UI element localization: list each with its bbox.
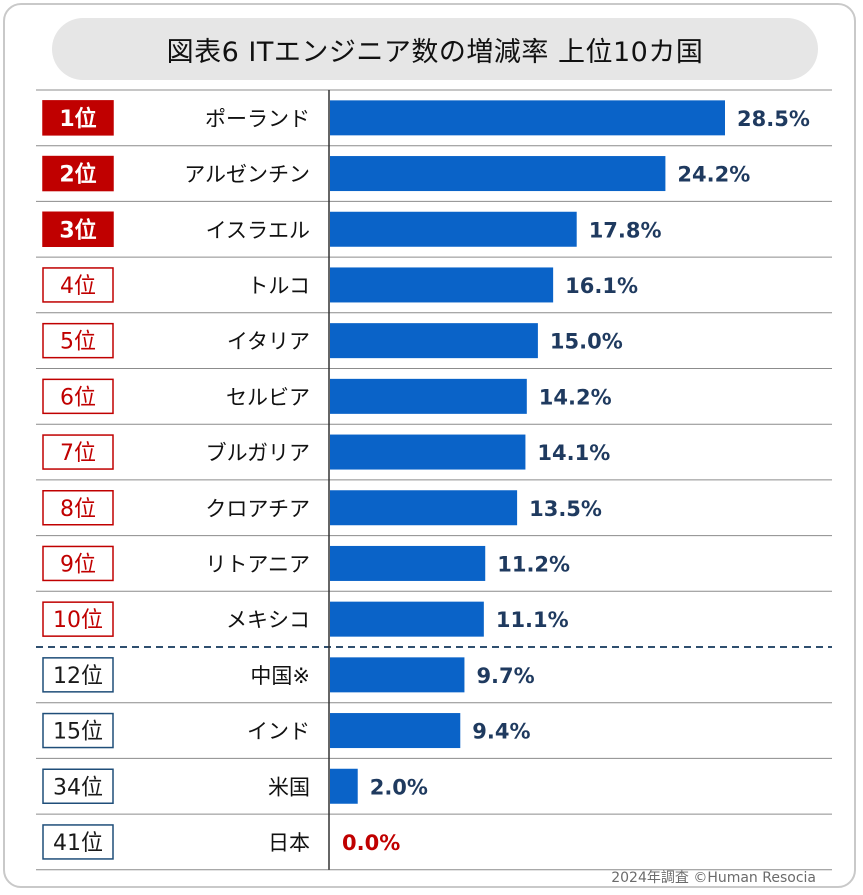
rank-badge [42,434,114,470]
rank-label: 15位 [53,720,103,745]
rank-badge [42,267,114,303]
country-label: リトアニア [205,552,310,576]
rank-label: 9位 [60,552,96,577]
value-label: 16.1% [565,274,638,298]
bar [330,267,554,303]
value-label: 0.0% [342,831,400,855]
rank-badge [42,712,114,749]
rank-badge [42,490,114,526]
value-label: 11.1% [496,608,569,632]
value-label: 14.2% [539,385,612,409]
rank-label: 4位 [60,274,96,299]
rank-badge [42,378,114,415]
value-label: 24.2% [677,163,750,187]
bar [330,323,538,359]
bar [330,768,358,804]
rank-badge [42,824,114,860]
country-label: 米国 [268,775,310,799]
country-label: インド [247,720,310,744]
rank-badge [42,768,114,804]
footer-credit: 2024年調査 ©Human Resocia [611,870,816,886]
rank-label: 8位 [60,497,96,522]
country-label: 中国※ [250,664,310,688]
bar [330,657,465,693]
rank-label: 5位 [60,330,96,355]
chart-title: 図表6 ITエンジニア数の増減率 上位10カ国 [52,18,818,80]
country-label: イスラエル [206,218,310,242]
country-label: ブルガリア [206,441,310,465]
country-label: 日本 [268,831,310,855]
country-label: メキシコ [226,608,310,632]
rank-label: 12位 [53,664,103,689]
rank-label: 41位 [53,831,103,856]
bar [330,434,526,470]
country-label: セルビア [226,385,310,409]
bar [330,713,461,749]
rank-badge [42,657,114,693]
rank-label: 3位 [59,217,96,243]
bar [330,490,518,526]
rank-label: 7位 [60,441,96,466]
rank-badge [42,601,114,637]
rank-badge [42,155,114,192]
bar [330,156,666,192]
bar [330,211,577,247]
rank-label: 34位 [53,775,103,800]
rank-label: 1位 [59,106,96,132]
value-label: 17.8% [589,218,662,242]
value-label: 9.7% [476,664,534,688]
country-label: クロアチア [205,497,310,521]
value-label: 28.5% [737,107,810,131]
country-label: イタリア [227,330,310,354]
country-label: ポーランド [205,107,310,131]
value-label: 15.0% [550,330,623,354]
bar [330,100,725,136]
bar [330,601,484,637]
rank-label: 10位 [53,608,103,633]
rank-badge [42,211,114,247]
rank-badge [42,322,114,359]
value-label: 9.4% [472,720,530,744]
rank-badge [42,545,114,582]
country-label: アルゼンチン [184,163,310,187]
bar [330,378,527,414]
value-label: 14.1% [537,441,610,465]
value-label: 13.5% [529,497,602,521]
country-label: トルコ [247,274,310,298]
value-label: 11.2% [497,552,570,576]
bar [330,545,486,581]
value-label: 2.0% [370,775,428,799]
rank-badge [42,100,114,136]
rank-label: 2位 [59,162,96,188]
rank-label: 6位 [60,385,96,410]
